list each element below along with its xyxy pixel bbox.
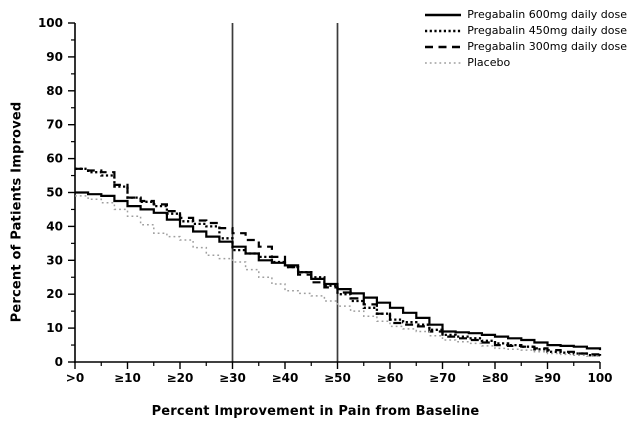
y-axis-title: Percent of Patients Improved [9,101,25,323]
x-tick-label: ≥50 [324,371,351,385]
x-tick-label: 100 [587,371,612,385]
x-tick-label: ≥60 [377,371,404,385]
legend-label: Pregabalin 450mg daily dose [467,23,627,37]
x-tick-label: ≥40 [272,371,299,385]
x-tick-label: ≥80 [482,371,509,385]
y-tick-label: 60 [46,152,63,166]
legend-item-pregabalin-300: Pregabalin 300mg daily dose [425,39,627,54]
y-tick-label: 40 [46,219,63,233]
y-tick-label: 0 [55,355,63,369]
legend-line-sample-dashed-icon [425,45,462,48]
chart-legend: Pregabalin 600mg daily dose Pregabalin 4… [425,7,627,70]
x-axis-title: Percent Improvement in Pain from Baselin… [151,404,480,419]
y-tick-label: 100 [38,16,63,30]
x-tick-label: >0 [66,371,84,385]
x-tick-label: ≥90 [534,371,561,385]
x-tick-label: ≥20 [167,371,194,385]
chart-svg: >0 ≥10 ≥20 ≥30 ≥40 ≥50 ≥60 ≥70 ≥80 ≥90 100 0 10 20 30 4… [38,16,613,385]
legend-line-sample-light-dotted-icon [425,61,462,64]
y-tick-label: 80 [46,84,63,98]
legend-line-sample-solid-icon [425,13,462,16]
x-tick-label: ≥10 [114,371,141,385]
y-tick-label: 20 [46,287,63,301]
x-tick-label: ≥70 [429,371,456,385]
y-tick-label: 90 [46,50,63,64]
y-tick-label: 50 [46,186,63,200]
legend-label: Pregabalin 600mg daily dose [467,7,627,21]
chart-plot-area: >0 ≥10 ≥20 ≥30 ≥40 ≥50 ≥60 ≥70 ≥80 ≥90 100 0 10 20 30 4… [38,16,613,385]
legend-label: Pregabalin 300mg daily dose [467,39,627,53]
legend-line-sample-dense-dotted-icon [425,29,462,32]
y-tick-label: 10 [46,321,63,335]
legend-item-pregabalin-600: Pregabalin 600mg daily dose [425,7,627,22]
legend-label: Placebo [467,55,511,69]
x-tick-label: ≥30 [219,371,246,385]
series-line-pregabalin-450mg-daily-dose [75,167,602,357]
y-tick-label: 30 [46,253,63,267]
series-line-placebo [75,195,601,357]
y-tick-label: 70 [46,118,63,132]
legend-item-pregabalin-450: Pregabalin 450mg daily dose [425,23,627,38]
legend-item-placebo: Placebo [425,55,627,70]
